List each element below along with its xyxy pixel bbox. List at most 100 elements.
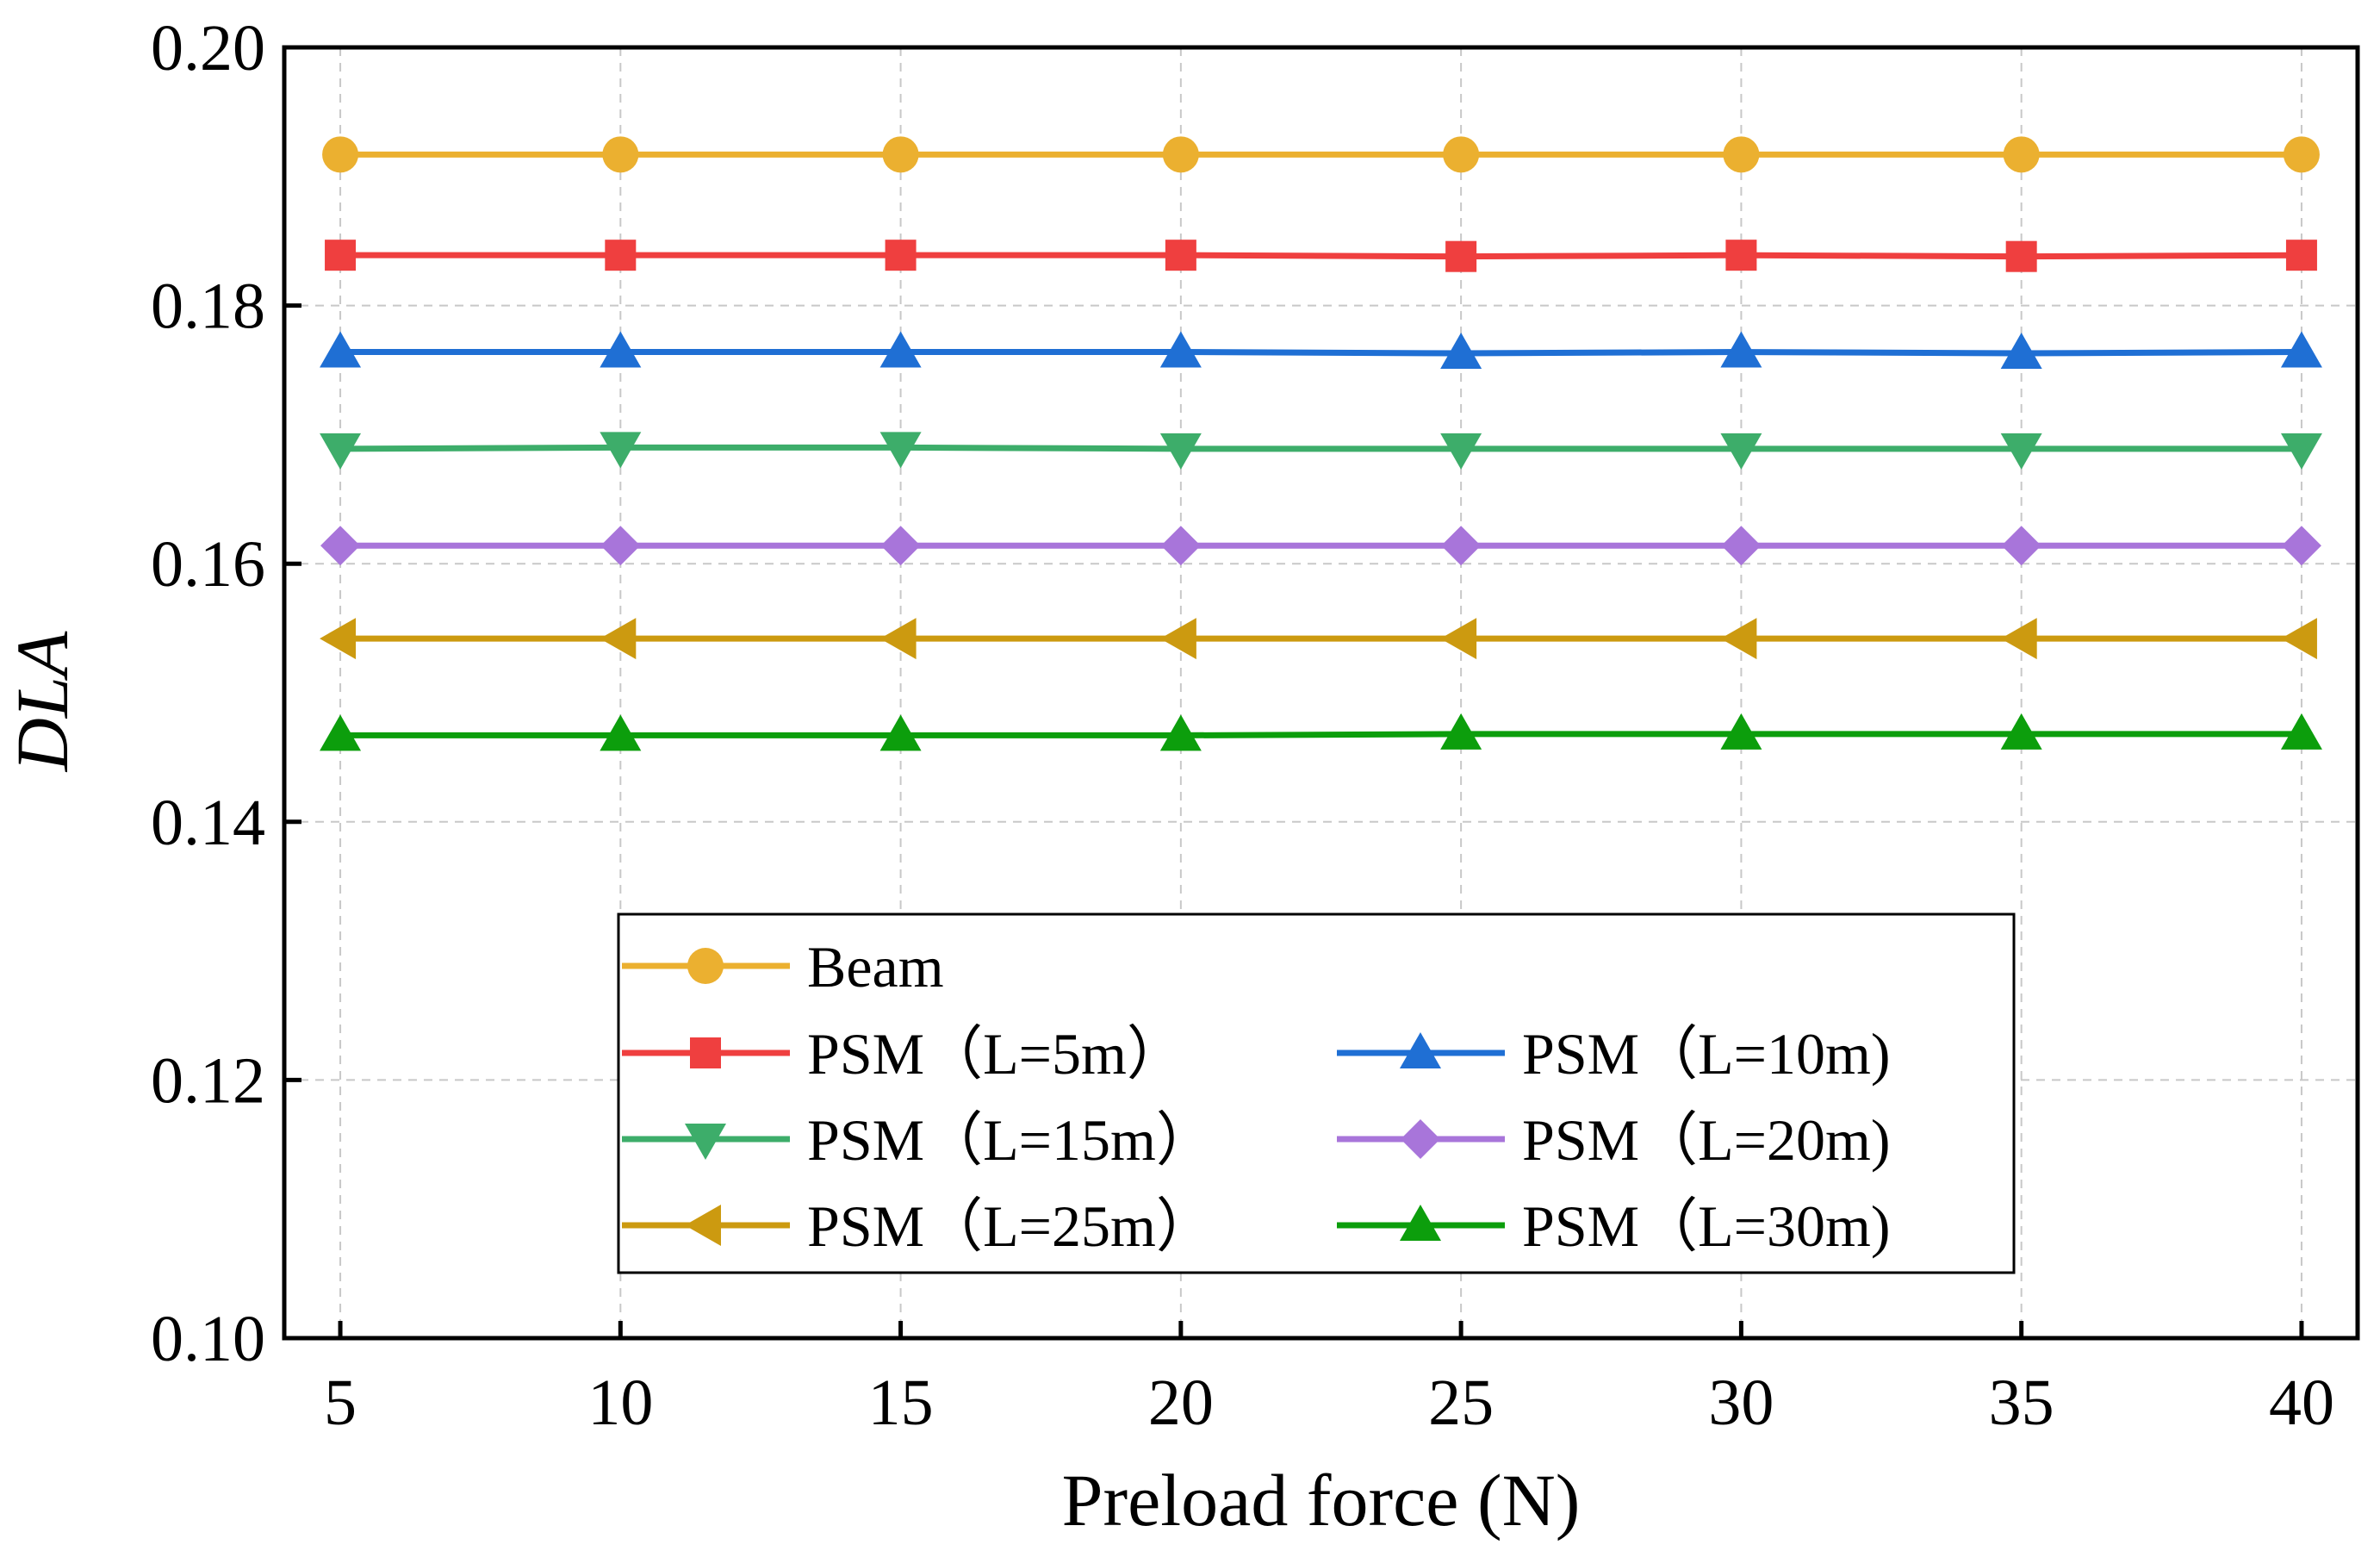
- legend-item-0: Beam: [622, 934, 944, 1000]
- series-line-6: [340, 731, 2302, 738]
- series-1: [325, 240, 2317, 272]
- data-point-5-4: [1440, 618, 1477, 660]
- legend-item-1: PSM（L=5m）: [622, 1021, 1185, 1087]
- data-point-2-5: [1720, 331, 1762, 368]
- tick-labels: 5 10 15 20 25 30 35 40 0.10 0.12 0.14 0.16 0.18 0.20: [151, 12, 2334, 1439]
- data-point-3-6: [2000, 433, 2042, 470]
- data-point-5-2: [879, 618, 917, 660]
- legend-item-4: PSM（L=20m): [1337, 1107, 1891, 1173]
- data-point-5-3: [1159, 618, 1196, 660]
- y-tick-label-2: 0.14: [151, 787, 265, 859]
- legend-marker-5: [685, 1205, 721, 1246]
- data-point-6-7: [2280, 713, 2322, 750]
- data-point-2-6: [2000, 333, 2042, 370]
- data-point-5-0: [320, 618, 357, 660]
- data-point-6-2: [879, 714, 922, 751]
- y-tick-label-1: 0.12: [151, 1044, 265, 1117]
- series-line-1: [340, 252, 2302, 260]
- plot-frame: [282, 45, 2360, 1341]
- data-point-1-7: [2285, 240, 2317, 271]
- data-point-6-1: [600, 714, 642, 751]
- series-5: [320, 618, 2317, 660]
- data-point-2-0: [320, 331, 362, 368]
- data-point-0-3: [1162, 136, 1199, 173]
- y-tick-label-5: 0.20: [151, 12, 265, 84]
- series-6: [320, 713, 2322, 751]
- data-point-1-2: [885, 240, 917, 271]
- x-tick-label-6: 35: [1989, 1367, 2054, 1439]
- axis-ticks: [284, 45, 2304, 1341]
- data-point-2-7: [2280, 331, 2322, 368]
- legend: Beam PSM（L=5m） PSM（L=10m) PSM（L=15m） PSM（L=2…: [617, 912, 2016, 1274]
- y-tick-label-4: 0.18: [151, 271, 265, 343]
- data-point-2-3: [1159, 331, 1202, 368]
- data-point-5-1: [600, 618, 637, 660]
- data-point-0-7: [2283, 136, 2320, 173]
- data-point-5-5: [1720, 618, 1757, 660]
- series-0: [322, 136, 2320, 173]
- x-tick-label-4: 25: [1428, 1367, 1494, 1439]
- data-point-0-0: [322, 136, 359, 173]
- y-tick-label-3: 0.16: [151, 528, 265, 601]
- data-point-1-5: [1725, 240, 1757, 271]
- data-point-1-3: [1165, 240, 1196, 271]
- series-line-3: [340, 444, 2302, 452]
- data-point-3-7: [2280, 433, 2322, 470]
- series-4: [320, 526, 2321, 566]
- data-point-2-2: [879, 331, 922, 368]
- data-point-3-5: [1720, 433, 1762, 470]
- data-point-4-5: [1721, 526, 1762, 566]
- data-point-4-6: [2001, 526, 2041, 566]
- legend-label-5: PSM（L=25m）: [807, 1193, 1215, 1259]
- series-layer: [320, 136, 2322, 751]
- y-tick-label-0: 0.10: [151, 1303, 265, 1375]
- legend-label-0: Beam: [807, 934, 944, 1000]
- data-point-4-7: [2281, 526, 2321, 566]
- legend-marker-3: [685, 1124, 726, 1160]
- x-tick-label-0: 5: [324, 1367, 357, 1439]
- x-tick-label-7: 40: [2269, 1367, 2334, 1439]
- data-point-4-4: [1441, 526, 1482, 566]
- legend-item-2: PSM（L=10m): [1337, 1021, 1891, 1087]
- data-point-3-4: [1440, 433, 1482, 470]
- data-point-5-7: [2280, 618, 2317, 660]
- legend-item-3: PSM（L=15m）: [622, 1107, 1215, 1173]
- data-point-1-1: [605, 240, 637, 271]
- data-point-6-4: [1440, 713, 1482, 750]
- data-point-0-2: [882, 136, 919, 173]
- legend-item-5: PSM（L=25m）: [622, 1193, 1215, 1259]
- data-point-3-3: [1159, 433, 1202, 470]
- data-point-3-1: [600, 432, 642, 469]
- legend-marker-4: [1401, 1119, 1440, 1159]
- y-axis-label: DLA: [1, 631, 84, 772]
- legend-label-3: PSM（L=15m）: [807, 1107, 1215, 1173]
- legend-marker-0: [687, 948, 724, 984]
- legend-box: [617, 912, 2016, 1274]
- data-point-6-3: [1159, 714, 1202, 751]
- legend-marker-2: [1400, 1032, 1441, 1068]
- data-point-5-6: [2000, 618, 2037, 660]
- data-point-4-3: [1160, 526, 1201, 566]
- legend-label-6: PSM（L=30m): [1522, 1193, 1891, 1259]
- data-point-6-0: [320, 714, 362, 751]
- legend-marker-1: [690, 1037, 721, 1068]
- data-point-0-4: [1443, 136, 1480, 173]
- x-tick-label-2: 15: [868, 1367, 934, 1439]
- data-point-0-1: [602, 136, 639, 173]
- data-point-1-6: [2005, 240, 2037, 272]
- legend-label-4: PSM（L=20m): [1522, 1107, 1891, 1173]
- x-tick-label-5: 30: [1708, 1367, 1774, 1439]
- data-point-4-1: [600, 526, 641, 566]
- data-point-6-5: [1720, 713, 1762, 750]
- data-point-1-0: [325, 240, 357, 271]
- series-2: [320, 331, 2322, 370]
- x-tick-label-3: 20: [1148, 1367, 1214, 1439]
- legend-label-1: PSM（L=5m）: [807, 1021, 1185, 1087]
- data-point-3-2: [879, 432, 922, 469]
- data-point-2-1: [600, 331, 642, 368]
- legend-item-6: PSM（L=30m): [1337, 1193, 1891, 1259]
- data-point-6-6: [2000, 713, 2042, 750]
- data-point-1-4: [1445, 240, 1477, 272]
- data-point-4-0: [320, 526, 361, 566]
